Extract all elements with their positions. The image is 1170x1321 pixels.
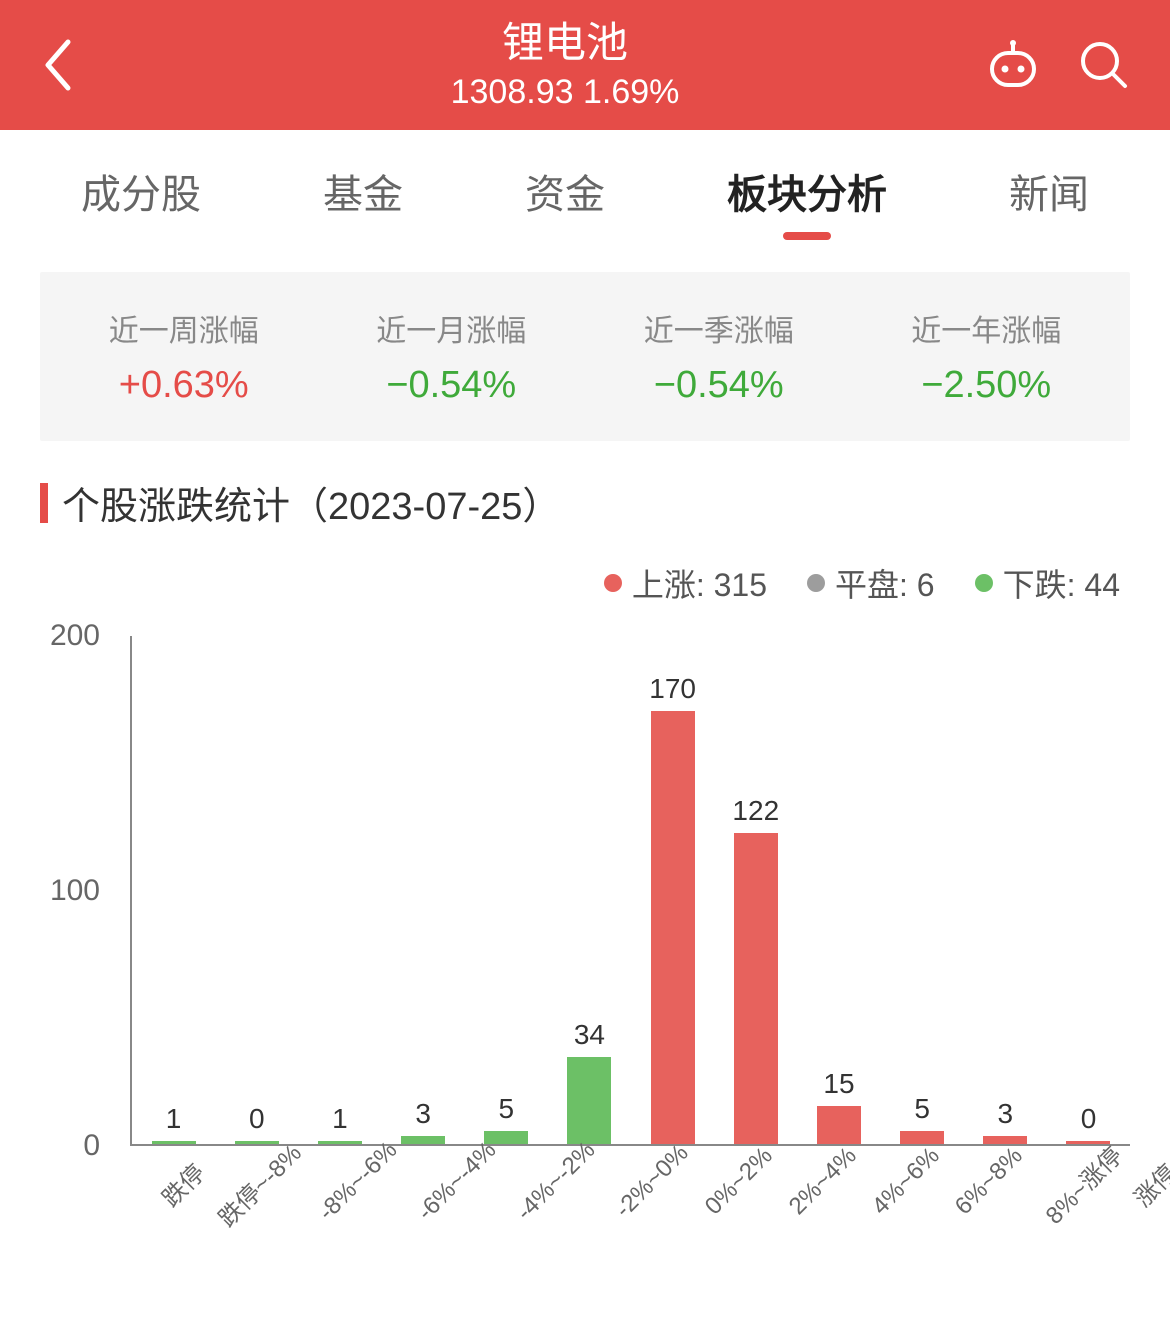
section-title: 个股涨跌统计（2023-07-25） <box>40 475 1130 530</box>
legend-text: 下跌: 44 <box>1003 560 1120 606</box>
search-icon[interactable] <box>1078 39 1130 91</box>
bar-value-label: 3 <box>415 1098 431 1130</box>
stat-3: 近一年涨幅 −2.50% <box>853 306 1121 407</box>
legend-dot <box>807 574 825 592</box>
header-subtitle: 1308.93 1.69% <box>160 73 970 112</box>
x-axis-labels: 跌停跌停~-8%-8%~-6%-6%~-4%-4%~-2%-2%~0%0%~2%… <box>130 1156 1130 1266</box>
bar-group-1: 0 <box>215 636 298 1144</box>
bar <box>401 1136 445 1144</box>
price-value: 1308.93 <box>451 73 574 111</box>
stat-label: 近一年涨幅 <box>853 306 1121 350</box>
tab-0[interactable]: 成分股 <box>73 162 209 220</box>
legend-text: 平盘: 6 <box>835 560 935 606</box>
bar-group-10: 3 <box>964 636 1047 1144</box>
stat-1: 近一月涨幅 −0.54% <box>318 306 586 407</box>
legend-dot <box>604 574 622 592</box>
bar <box>734 833 778 1144</box>
bar-group-3: 3 <box>382 636 465 1144</box>
legend-text: 上涨: 315 <box>632 560 767 606</box>
stat-value: +0.63% <box>50 364 318 407</box>
bar-value-label: 5 <box>498 1093 514 1125</box>
header-left <box>40 38 160 92</box>
stat-label: 近一月涨幅 <box>318 306 586 350</box>
bar-group-2: 1 <box>298 636 381 1144</box>
bar-value-label: 34 <box>574 1019 605 1051</box>
bar-group-8: 15 <box>797 636 880 1144</box>
header-center: 锂电池 1308.93 1.69% <box>160 18 970 111</box>
bar <box>651 711 695 1145</box>
bar-group-4: 5 <box>465 636 548 1144</box>
bar-value-label: 170 <box>649 673 696 705</box>
stat-value: −0.54% <box>318 364 586 407</box>
bar-value-label: 1 <box>166 1103 182 1135</box>
back-icon[interactable] <box>40 38 160 92</box>
y-tick-label: 100 <box>50 874 100 908</box>
bar-value-label: 122 <box>732 795 779 827</box>
y-tick-label: 200 <box>50 619 100 653</box>
page-title: 锂电池 <box>160 18 970 68</box>
legend-dot <box>975 574 993 592</box>
robot-icon[interactable] <box>984 39 1042 91</box>
bar-value-label: 1 <box>332 1103 348 1135</box>
bar-group-5: 34 <box>548 636 631 1144</box>
tab-1[interactable]: 基金 <box>315 162 411 220</box>
bar-value-label: 15 <box>823 1068 854 1100</box>
tab-2[interactable]: 资金 <box>517 162 613 220</box>
stats-row: 近一周涨幅+0.63%近一月涨幅−0.54%近一季涨幅−0.54%近一年涨幅−2… <box>40 272 1130 441</box>
chart-area: 0100200 1 0 1 3 5 34 170 122 15 5 3 0 跌停跌停~-8%-8%~-… <box>30 626 1140 1266</box>
legend-item-0: 上涨: 315 <box>604 560 767 606</box>
stat-0: 近一周涨幅 +0.63% <box>50 306 318 407</box>
stat-value: −2.50% <box>853 364 1121 407</box>
section-title-text: 个股涨跌统计（2023-07-25） <box>62 475 560 530</box>
section-accent-bar <box>40 483 48 523</box>
stat-label: 近一季涨幅 <box>585 306 853 350</box>
legend-item-2: 下跌: 44 <box>975 560 1120 606</box>
bar-group-11: 0 <box>1047 636 1130 1144</box>
chart-legend: 上涨: 315 平盘: 6 下跌: 44 <box>0 550 1170 626</box>
tab-4[interactable]: 新闻 <box>1001 162 1097 220</box>
bars-container: 1 0 1 3 5 34 170 122 15 5 3 0 <box>132 636 1130 1144</box>
y-tick-label: 0 <box>83 1129 100 1163</box>
header-right <box>970 39 1130 91</box>
stat-label: 近一周涨幅 <box>50 306 318 350</box>
tabs: 成分股 基金 资金 板块分析 新闻 <box>0 130 1170 252</box>
bar-value-label: 5 <box>914 1093 930 1125</box>
header: 锂电池 1308.93 1.69% <box>0 0 1170 130</box>
legend-item-1: 平盘: 6 <box>807 560 935 606</box>
bar-value-label: 3 <box>998 1098 1014 1130</box>
bar-group-9: 5 <box>881 636 964 1144</box>
plot-area: 1 0 1 3 5 34 170 122 15 5 3 0 <box>130 636 1130 1146</box>
stat-value: −0.54% <box>585 364 853 407</box>
change-value: 1.69% <box>583 73 679 111</box>
stat-2: 近一季涨幅 −0.54% <box>585 306 853 407</box>
bar-group-7: 122 <box>714 636 797 1144</box>
y-axis: 0100200 <box>30 626 120 1146</box>
tab-3[interactable]: 板块分析 <box>719 162 895 220</box>
bar <box>484 1131 528 1144</box>
bar-group-0: 1 <box>132 636 215 1144</box>
bar-group-6: 170 <box>631 636 714 1144</box>
